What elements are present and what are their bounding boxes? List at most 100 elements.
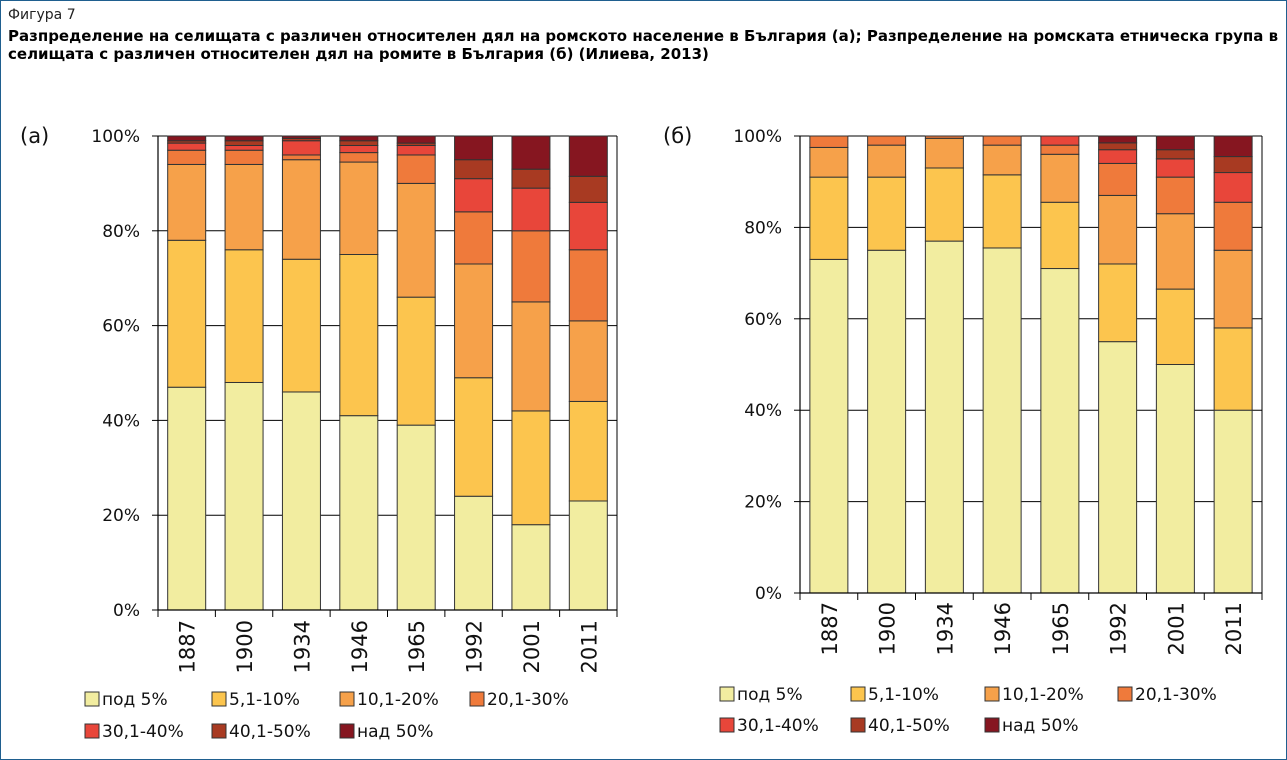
bar-segment-2011-6 xyxy=(1213,156,1253,174)
bar-segment-1887-5 xyxy=(167,142,207,151)
bar-segment-1900-4 xyxy=(224,149,264,165)
bar-segment-1934-4 xyxy=(924,135,964,139)
bar-segment-1900-1 xyxy=(224,381,264,611)
bar-segment-1965-1 xyxy=(396,424,436,611)
figure-label: Фигура 7 xyxy=(8,7,76,23)
legend-label: 10,1-20% xyxy=(357,690,439,710)
figure-title: Разпределение на селищата с различен отн… xyxy=(8,27,1279,63)
x-tick-label: 1900 xyxy=(233,620,257,673)
bar-segment-1934-5 xyxy=(281,140,321,156)
bar-segment-2001-2 xyxy=(1155,288,1195,365)
legend-swatch xyxy=(211,691,227,707)
bar-segment-1887-4 xyxy=(167,149,207,165)
bar-segment-1934-3 xyxy=(281,159,321,260)
legend-label: над 50% xyxy=(1002,716,1078,736)
bar-segment-1887-2 xyxy=(809,176,849,260)
bar-segment-2011-5 xyxy=(1213,172,1253,203)
bar-segment-2001-5 xyxy=(511,187,551,232)
bar-segment-2001-4 xyxy=(1155,176,1195,215)
x-tick-label: 2001 xyxy=(520,620,544,673)
bar-segment-2001-6 xyxy=(511,168,551,189)
bar-segment-1900-7 xyxy=(224,135,264,142)
x-tick-label: 2001 xyxy=(1164,602,1188,655)
bar-segment-1946-5 xyxy=(339,144,379,154)
bar-segment-2011-4 xyxy=(568,249,608,322)
y-tick-label: 100% xyxy=(91,127,140,147)
bar-segment-1965-4 xyxy=(1040,144,1080,155)
bar-segment-1887-3 xyxy=(809,146,849,178)
panel-label: (а) xyxy=(20,124,49,148)
legend-swatch xyxy=(850,686,866,702)
chart-panel-b: 0% 20% 40% 60% 80% 100% (б) 1887 1900 1934 1946 196… xyxy=(663,124,1263,736)
bar-segment-2011-3 xyxy=(1213,249,1253,329)
y-tick-label: 60% xyxy=(744,310,782,330)
bar-segment-2011-1 xyxy=(568,500,608,611)
y-tick-label: 80% xyxy=(744,218,782,238)
bar-segment-1946-1 xyxy=(982,247,1022,594)
bar-segment-1934-2 xyxy=(924,167,964,242)
x-tick-label: 1965 xyxy=(1049,602,1073,655)
bar-segment-1900-2 xyxy=(867,176,907,251)
bar-segment-1900-5 xyxy=(224,144,264,151)
x-tick-label: 1946 xyxy=(348,620,372,673)
bar-segment-1900-6 xyxy=(224,140,264,146)
y-tick-label: 0% xyxy=(113,601,140,621)
bar-segment-1965-5 xyxy=(1040,135,1080,146)
bar-segment-1992-1 xyxy=(1098,341,1138,594)
y-tick-label: 20% xyxy=(744,493,782,513)
bar-segment-1946-4 xyxy=(339,152,379,163)
x-tick-label: 1946 xyxy=(991,602,1015,655)
bar-segment-2001-3 xyxy=(511,301,551,412)
bar-segment-1900-4 xyxy=(867,135,907,146)
legend-swatch xyxy=(339,723,355,739)
bar-segment-1965-3 xyxy=(396,182,436,298)
bar-segment-1992-2 xyxy=(454,377,494,497)
legend-swatch xyxy=(211,723,227,739)
legend: под 5% 5,1-10% 10,1-20% 20,1-30% 30,1-40% 40,… xyxy=(84,690,569,742)
x-tick-label: 1965 xyxy=(405,620,429,673)
bar-segment-2001-3 xyxy=(1155,213,1195,290)
bar-segment-1965-5 xyxy=(396,144,436,156)
y-tick-label: 100% xyxy=(733,127,782,147)
y-tick-label: 60% xyxy=(102,317,140,337)
legend-swatch xyxy=(84,723,100,739)
bar-segment-1934-2 xyxy=(281,258,321,393)
x-tick-label: 1900 xyxy=(876,602,900,655)
bar-segment-2001-2 xyxy=(511,410,551,526)
bar-segment-1992-3 xyxy=(454,263,494,379)
bar-segment-2011-7 xyxy=(568,135,608,177)
x-tick-label: 1934 xyxy=(933,602,957,655)
bar-segment-1934-7 xyxy=(281,135,321,139)
bar-segment-2011-6 xyxy=(568,175,608,203)
bar-segment-1934-3 xyxy=(924,137,964,169)
bar-segment-1887-4 xyxy=(809,135,849,148)
bar-segment-1992-7 xyxy=(1098,135,1138,144)
bar-segment-1887-1 xyxy=(809,258,849,594)
panel-label: (б) xyxy=(663,124,692,148)
bar-segment-1900-3 xyxy=(867,144,907,178)
x-tick-label: 2011 xyxy=(1222,602,1246,655)
bar-segment-1946-2 xyxy=(339,254,379,417)
x-tick-label: 1992 xyxy=(1107,602,1131,655)
legend-swatch xyxy=(84,691,100,707)
x-tick-label: 2011 xyxy=(577,620,601,673)
bar-segment-1965-7 xyxy=(396,135,436,144)
bar-segment-1992-4 xyxy=(1098,162,1138,196)
bar-segment-1887-2 xyxy=(167,239,207,388)
x-tick-label: 1887 xyxy=(176,620,200,673)
bar-segment-1934-1 xyxy=(924,240,964,594)
bar-segment-2011-3 xyxy=(568,320,608,402)
bar-segment-1992-4 xyxy=(454,211,494,265)
legend-label: 10,1-20% xyxy=(1002,685,1084,705)
bar-segment-2001-4 xyxy=(511,230,551,303)
bar-segment-2011-2 xyxy=(568,400,608,502)
legend-label: 30,1-40% xyxy=(102,722,184,742)
bar-segment-1992-2 xyxy=(1098,263,1138,343)
bar-segment-1887-1 xyxy=(167,386,207,611)
legend-swatch xyxy=(719,717,735,733)
bar-segment-1946-3 xyxy=(982,144,1022,176)
bar-segment-2001-7 xyxy=(1155,135,1195,151)
bar-segment-1946-1 xyxy=(339,415,379,611)
legend-label: над 50% xyxy=(357,722,433,742)
